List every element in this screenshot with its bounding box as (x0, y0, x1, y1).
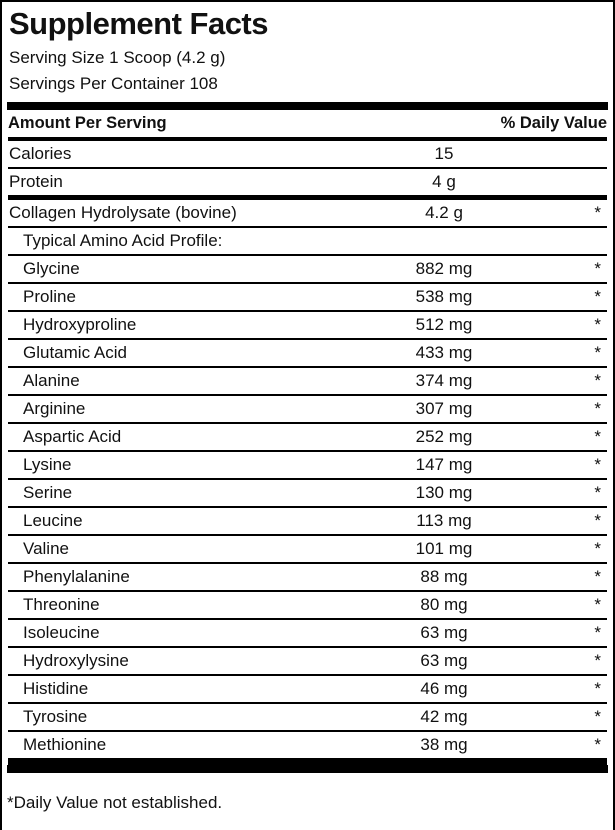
nutrient-row: Arginine 307 mg * (8, 396, 607, 424)
row-dv: * (594, 595, 601, 614)
row-name: Aspartic Acid (23, 427, 122, 446)
row-amount: 147 mg (415, 455, 473, 474)
row-amount: 42 mg (420, 707, 468, 726)
nutrient-row: Valine 101 mg * (8, 536, 607, 564)
nutrient-row: Protein 4 g (8, 169, 607, 200)
row-name: Leucine (23, 511, 83, 530)
nutrient-row: Aspartic Acid 252 mg * (8, 424, 607, 452)
percent-daily-value-header: % Daily Value (500, 114, 607, 132)
row-name: Hydroxyproline (23, 315, 137, 334)
row-name: Isoleucine (23, 623, 100, 642)
row-amount: 4 g (432, 172, 456, 191)
row-amount: 252 mg (415, 427, 473, 446)
row-name: Collagen Hydrolysate (bovine) (9, 203, 237, 222)
row-amount: 63 mg (420, 651, 468, 670)
row-name: Glycine (23, 259, 80, 278)
row-amount: 46 mg (420, 679, 468, 698)
servings-per-container: Servings Per Container 108 (9, 74, 218, 93)
row-dv: * (594, 735, 601, 754)
nutrient-row: Proline 538 mg * (8, 284, 607, 312)
row-name: Threonine (23, 595, 100, 614)
row-name: Alanine (23, 371, 80, 390)
row-name: Histidine (23, 679, 89, 698)
row-name: Lysine (23, 455, 72, 474)
row-amount: 63 mg (420, 623, 468, 642)
row-name: Serine (23, 483, 73, 502)
nutrient-row: Isoleucine 63 mg * (8, 620, 607, 648)
row-name: Proline (23, 287, 76, 306)
daily-value-footnote: *Daily Value not established. (7, 793, 223, 812)
nutrient-row: Leucine 113 mg * (8, 508, 607, 536)
row-amount: 88 mg (420, 567, 468, 586)
row-dv: * (594, 623, 601, 642)
row-dv: * (594, 455, 601, 474)
row-name: Typical Amino Acid Profile: (23, 231, 223, 250)
nutrient-row: Glutamic Acid 433 mg * (8, 340, 607, 368)
rows: Calories 15 Protein 4 g Collagen Hydroly… (8, 141, 607, 765)
row-dv: * (594, 567, 601, 586)
nutrient-row: Phenylalanine 88 mg * (8, 564, 607, 592)
row-name: Tyrosine (23, 707, 88, 726)
row-amount: 80 mg (420, 595, 468, 614)
row-name: Protein (9, 172, 63, 191)
row-amount: 882 mg (415, 259, 473, 278)
nutrient-row: Methionine 38 mg * (8, 732, 607, 765)
serving-size: Serving Size 1 Scoop (4.2 g) (9, 48, 226, 67)
row-dv: * (594, 343, 601, 362)
row-dv: * (594, 203, 601, 222)
row-dv: * (594, 315, 601, 334)
row-dv: * (594, 399, 601, 418)
row-amount: 101 mg (415, 539, 473, 558)
nutrient-row: Hydroxylysine 63 mg * (8, 648, 607, 676)
row-dv: * (594, 287, 601, 306)
nutrient-row: Collagen Hydrolysate (bovine) 4.2 g * (8, 200, 607, 228)
row-amount: 38 mg (420, 735, 468, 754)
row-amount: 15 (434, 144, 454, 163)
row-dv: * (594, 427, 601, 446)
nutrient-row: Threonine 80 mg * (8, 592, 607, 620)
row-name: Arginine (23, 399, 86, 418)
nutrient-row: Glycine 882 mg * (8, 256, 607, 284)
heavy-rule-bottom (7, 765, 608, 773)
row-amount: 4.2 g (425, 203, 463, 222)
row-dv: * (594, 511, 601, 530)
row-amount: 374 mg (415, 371, 473, 390)
row-name: Methionine (23, 735, 107, 754)
row-name: Valine (23, 539, 69, 558)
panel-title: Supplement Facts (9, 6, 269, 41)
row-dv: * (594, 371, 601, 390)
row-amount: 538 mg (415, 287, 473, 306)
nutrient-row: Lysine 147 mg * (8, 452, 607, 480)
amount-per-serving-header: Amount Per Serving (8, 114, 167, 132)
nutrient-row: Alanine 374 mg * (8, 368, 607, 396)
row-name: Glutamic Acid (23, 343, 127, 362)
heavy-rule-top (7, 102, 608, 110)
nutrient-row: Tyrosine 42 mg * (8, 704, 607, 732)
row-dv: * (594, 483, 601, 502)
nutrient-row: Hydroxyproline 512 mg * (8, 312, 607, 340)
row-name: Hydroxylysine (23, 651, 129, 670)
row-amount: 113 mg (416, 511, 472, 530)
row-amount: 130 mg (415, 483, 473, 502)
row-amount: 512 mg (415, 315, 473, 334)
row-dv: * (594, 651, 601, 670)
nutrient-row: Calories 15 (8, 141, 607, 169)
column-header-row: Amount Per Serving % Daily Value (8, 110, 607, 141)
nutrient-row: Typical Amino Acid Profile: (8, 228, 607, 256)
row-name: Calories (9, 144, 72, 163)
nutrient-row: Serine 130 mg * (8, 480, 607, 508)
row-name: Phenylalanine (23, 567, 130, 586)
nutrient-row: Histidine 46 mg * (8, 676, 607, 704)
row-amount: 433 mg (415, 343, 473, 362)
row-amount: 307 mg (415, 399, 473, 418)
row-dv: * (594, 259, 601, 278)
row-dv: * (594, 679, 601, 698)
row-dv: * (594, 707, 601, 726)
row-dv: * (594, 539, 601, 558)
